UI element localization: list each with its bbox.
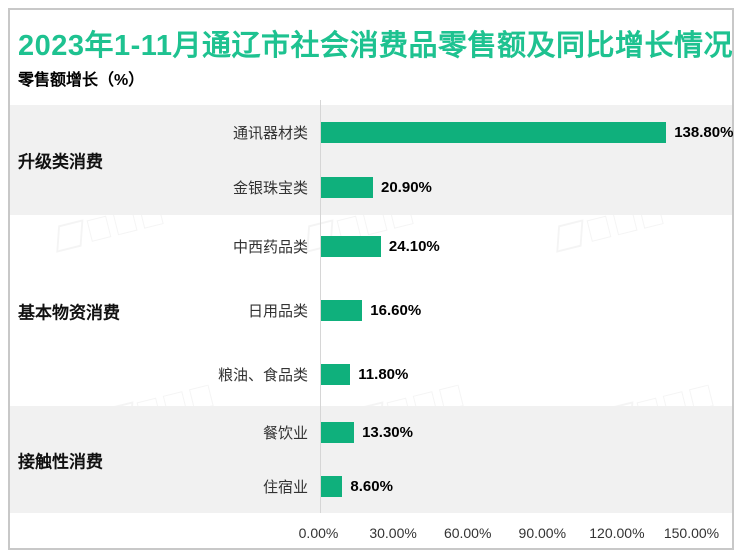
bar-cell: 8.60% [321,475,732,497]
bar [321,475,343,497]
x-tick-label: 30.00% [369,525,417,541]
value-label: 138.80% [674,124,734,141]
bar [321,300,363,321]
value-label: 24.10% [388,238,440,256]
value-label: 11.80% [358,365,409,383]
x-tick-label: 120.00% [589,525,645,541]
value-label: 16.60% [370,302,422,319]
chart-row: 餐饮业 13.30% [10,406,732,460]
group-band-upgrade: 升级类消费 通讯器材类 138.80% 金银珠宝类 20.90% [10,105,733,215]
page-title: 2023年1-11月通辽市社会消费品零售额及同比增长情况 [18,30,733,62]
chart-row: 日用品类 16.60% [10,279,732,343]
chart-row: 住宿业 8.60% [10,460,732,514]
bar-cell: 13.30% [321,422,732,444]
value-label: 8.60% [350,477,393,495]
x-tick-label: 150.00% [663,525,720,541]
x-tick-label: 0.00% [298,525,339,541]
group-label: 升级类消费 [18,152,103,172]
bar [321,236,381,258]
bar-cell: 16.60% [321,300,732,321]
group-rows: 中西药品类 24.10% 日用品类 16.60% 粮油、食品类 11.80% [10,215,732,406]
x-tick-label: 90.00% [518,525,567,541]
x-tick-label: 60.00% [443,525,492,541]
group-rows: 通讯器材类 138.80% 金银珠宝类 20.90% [10,105,733,215]
category-label: 金银珠宝类 [232,180,308,197]
bar-cell: 11.80% [321,363,732,385]
bar-cell: 20.90% [321,177,732,198]
value-label: 20.90% [381,179,432,196]
category-label: 餐饮业 [262,425,308,443]
bar [321,122,667,143]
group-rows: 餐饮业 13.30% 住宿业 8.60% [10,406,732,513]
chart-row: 通讯器材类 138.80% [10,105,733,160]
group-band-contact: 接触性消费 餐饮业 13.30% 住宿业 8.60% [10,406,732,513]
bar-cell: 24.10% [321,236,732,258]
category-label: 中西药品类 [232,239,308,257]
category-label: 日用品类 [247,303,308,320]
category-label: 粮油、食品类 [217,366,308,384]
bar-cell: 138.80% [321,122,733,143]
chart-row: 金银珠宝类 20.90% [10,160,732,215]
axis-zero-line [320,100,321,513]
bar [321,422,355,444]
group-label: 接触性消费 [18,452,103,471]
category-label: 住宿业 [262,478,308,496]
chart-row: 中西药品类 24.10% [10,215,732,279]
value-label: 13.30% [362,424,413,442]
chart-row: 粮油、食品类 11.80% [10,342,732,406]
bar [321,363,351,385]
y-axis-title: 零售额增长（%） [18,72,145,89]
chart-frame: 2023年1-11月通辽市社会消费品零售额及同比增长情况 零售额增长（%） 升级… [8,8,734,550]
group-label: 基本物资消费 [18,303,120,322]
bar [321,177,373,198]
group-band-basic: 基本物资消费 中西药品类 24.10% 日用品类 16.60% 粮油、食品类 11.80% [10,215,732,406]
category-label: 通讯器材类 [232,125,308,142]
